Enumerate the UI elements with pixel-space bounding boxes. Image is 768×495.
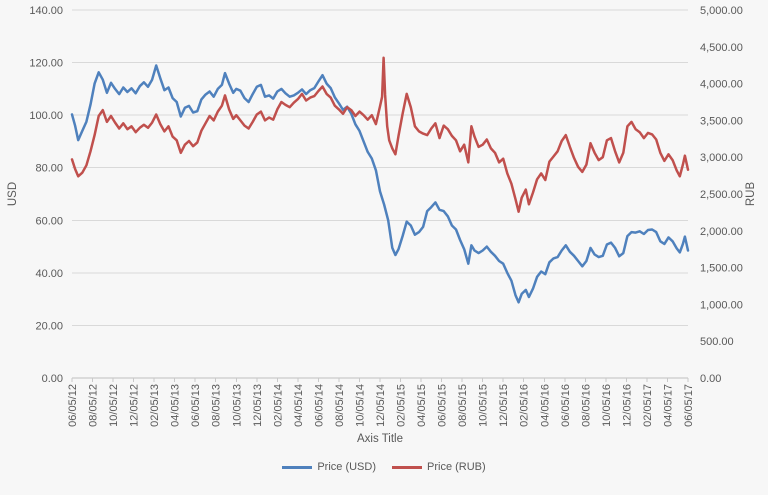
x-axis-tick-label: 06/05/15 (437, 384, 449, 427)
x-axis-tick-label: 02/05/13 (149, 384, 161, 427)
legend-item-price-usd: Price (USD) (282, 461, 376, 473)
legend-line-swatch-rub-icon (392, 465, 422, 469)
right-axis-tick-label: 2,000.00 (700, 226, 743, 238)
x-axis-tick-label: 08/05/14 (334, 384, 346, 427)
x-axis-tick-label: 12/05/12 (129, 384, 141, 427)
x-axis-tick-label: 12/05/14 (375, 384, 387, 427)
right-axis-tick-label: 0.00 (700, 373, 721, 385)
x-axis-tick-label: 12/05/13 (252, 384, 264, 427)
x-axis-title: Axis Title (357, 433, 403, 445)
right-axis-tick-label: 3,500.00 (700, 115, 743, 127)
left-axis-tick-label: 40.00 (35, 268, 63, 280)
x-axis-tick-label: 06/05/13 (190, 384, 202, 427)
x-axis-tick-label: 08/05/13 (211, 384, 223, 427)
x-axis-tick-label: 06/05/12 (67, 384, 79, 427)
right-axis-tick-label: 2,500.00 (700, 189, 743, 201)
left-axis-tick-label: 120.00 (29, 58, 63, 70)
x-axis-tick-label: 02/05/15 (396, 384, 408, 427)
series-lines (70, 56, 690, 304)
x-axis-tick-label: 10/05/15 (478, 384, 490, 427)
series-line-price-usd- (70, 64, 690, 304)
right-axis-tick-label: 3,000.00 (700, 152, 743, 164)
legend-line-swatch-usd-icon (282, 465, 313, 469)
x-axis-tick-label: 08/05/12 (88, 384, 100, 427)
right-axis-tick-label: 500.00 (700, 336, 734, 348)
gridlines (72, 9, 688, 379)
left-axis-tick-label: 80.00 (35, 163, 63, 175)
x-axis-tick-labels: 06/05/12 08/05/12 10/05/12 12/05/12 02/05/13… (67, 384, 695, 427)
x-axis-tick-label: 04/05/16 (539, 384, 551, 427)
legend-item-price-rub: Price (RUB) (392, 461, 486, 473)
x-axis-tick-label: 12/05/15 (498, 384, 510, 427)
left-axis-tick-label: 20.00 (35, 320, 63, 332)
right-axis-tick-label: 5,000.00 (700, 5, 743, 17)
right-axis-tick-label: 1,500.00 (700, 263, 743, 275)
x-axis-tick-label: 02/05/17 (642, 384, 654, 427)
x-axis-tick-label: 08/05/16 (580, 384, 592, 427)
legend-label-price-usd: Price (USD) (317, 461, 376, 473)
left-axis-tick-label: 0.00 (42, 373, 63, 385)
x-axis-tick-label: 06/05/14 (313, 384, 325, 427)
series-line-price-rub- (70, 56, 690, 213)
left-axis-tick-label: 140.00 (29, 5, 63, 17)
x-axis-tick-label: 04/05/13 (170, 384, 182, 427)
x-axis-tick-label: 04/05/14 (293, 384, 305, 427)
x-axis-ticks (71, 378, 689, 382)
x-axis-tick-label: 10/05/14 (354, 384, 366, 427)
x-axis-tick-label: 10/05/16 (601, 384, 613, 427)
legend-label-price-rub: Price (RUB) (427, 461, 486, 473)
right-axis-tick-label: 4,500.00 (700, 42, 743, 54)
left-axis-tick-label: 100.00 (29, 110, 63, 122)
right-axis-tick-label: 4,000.00 (700, 79, 743, 91)
legend: Price (USD) Price (RUB) (0, 461, 768, 473)
x-axis-tick-label: 04/05/15 (416, 384, 428, 427)
x-axis-tick-label: 04/05/17 (662, 384, 674, 427)
x-axis-tick-label: 02/05/14 (272, 384, 284, 427)
right-axis-title: RUB (745, 182, 757, 207)
x-axis-tick-label: 08/05/15 (457, 384, 469, 427)
left-axis-title: USD (7, 182, 19, 206)
left-axis-tick-label: 60.00 (35, 215, 63, 227)
x-axis-tick-label: 06/05/17 (683, 384, 695, 427)
right-axis-tick-labels: 0.00 500.00 1,000.00 1,500.00 2,000.00 2,500.… (700, 5, 743, 385)
x-axis-tick-label: 12/05/16 (621, 384, 633, 427)
x-axis-tick-label: 02/05/16 (519, 384, 531, 427)
x-axis-tick-label: 10/05/12 (108, 384, 120, 427)
right-axis-tick-label: 1,000.00 (700, 299, 743, 311)
x-axis-tick-label: 10/05/13 (231, 384, 243, 427)
left-axis-tick-labels: 0.00 20.00 40.00 60.00 80.00 100.00 120.00 140.… (29, 5, 63, 385)
x-axis-tick-label: 06/05/16 (560, 384, 572, 427)
